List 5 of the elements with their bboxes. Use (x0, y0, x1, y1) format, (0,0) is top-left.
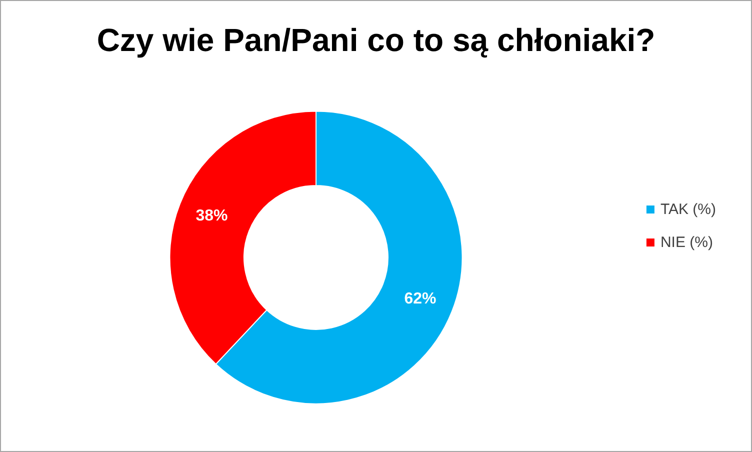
data-label: 38% (196, 208, 228, 225)
legend-label: TAK (%) (660, 201, 716, 218)
chart-title: Czy wie Pan/Pani co to są chłoniaki? (96, 22, 656, 58)
legend-label: NIE (%) (660, 234, 713, 251)
data-label: 62% (404, 290, 436, 308)
